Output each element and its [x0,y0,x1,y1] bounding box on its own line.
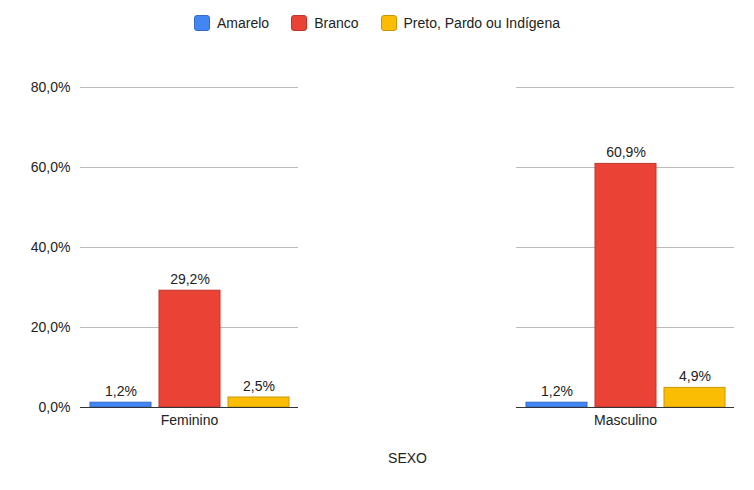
svg-text:40,0%: 40,0% [31,239,71,255]
svg-text:29,2%: 29,2% [170,271,210,287]
svg-text:1,2%: 1,2% [105,383,137,399]
svg-text:80,0%: 80,0% [31,79,71,95]
html-text:Amarelo: Amarelo [217,14,270,31]
svg-text:4,9%: 4,9% [679,368,711,384]
svg-text:60,9%: 60,9% [606,144,646,160]
svg-text:0,0%: 0,0% [39,399,71,415]
svg-text:60,0%: 60,0% [31,159,71,175]
svg-text:2,5%: 2,5% [243,378,275,394]
svg-text:Masculino: Masculino [594,412,657,428]
svg-text:20,0%: 20,0% [31,319,71,335]
svg-text:1,2%: 1,2% [541,383,573,399]
html-text:Preto, Pardo ou Indígena: Preto, Pardo ou Indígena [403,14,560,31]
svg-text:Feminino: Feminino [161,412,219,428]
svg-text:SEXO: SEXO [388,450,427,466]
html-text:Branco: Branco [314,14,359,31]
